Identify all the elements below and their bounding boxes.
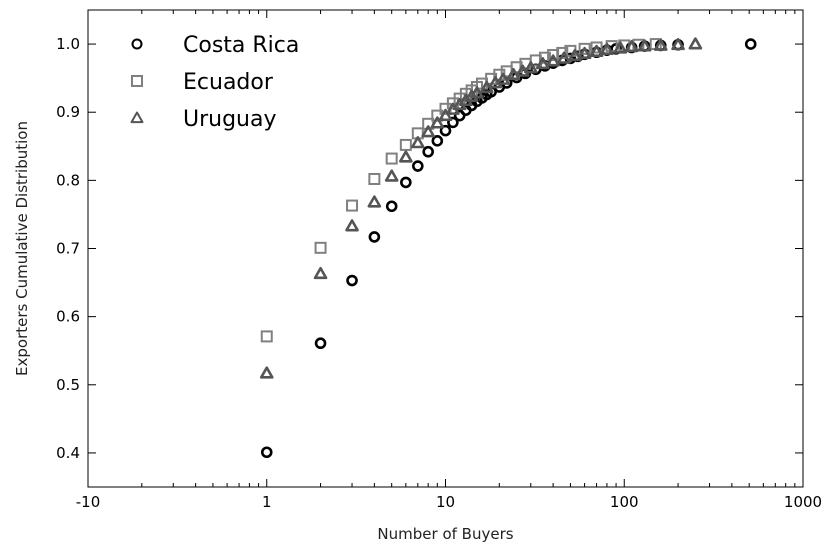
point-ecuador: [368, 172, 381, 185]
point-costa-rica: [431, 135, 444, 147]
point-uruguay: [653, 38, 668, 51]
point-costa-rica: [744, 38, 757, 50]
point-costa-rica: [346, 274, 358, 287]
point-uruguay: [637, 39, 652, 52]
legend-marker-uruguay: [130, 111, 144, 124]
point-uruguay: [557, 51, 571, 64]
point-costa-rica: [447, 116, 459, 129]
point-uruguay: [367, 195, 382, 208]
point-costa-rica: [400, 176, 412, 189]
point-uruguay: [613, 41, 628, 54]
point-ecuador: [314, 241, 327, 254]
point-uruguay: [624, 39, 639, 53]
series-uruguay: [259, 37, 703, 379]
point-uruguay: [568, 48, 582, 62]
y-tick-label: 0.5: [56, 376, 80, 394]
ticks-layer: -10 1 10 100 1000 0.4 0.5 0.6 0.7 0.8 0.9 1.0: [56, 10, 822, 511]
x-tick-label: 10: [436, 493, 455, 511]
point-uruguay: [523, 61, 538, 74]
point-uruguay: [464, 89, 479, 102]
point-costa-rica: [314, 337, 327, 350]
point-uruguay: [589, 44, 604, 57]
point-uruguay: [438, 108, 453, 122]
legend-label-uruguay: Uruguay: [183, 107, 277, 132]
point-costa-rica: [422, 145, 434, 158]
y-tick-label: 0.4: [56, 444, 80, 462]
legend-label-costa-rica: Costa Rica: [183, 33, 299, 58]
point-uruguay: [399, 150, 413, 163]
legend-marker-costa-rica: [131, 38, 143, 50]
y-tick-label: 0.6: [56, 308, 80, 326]
y-tick-label: 0.9: [56, 103, 80, 121]
x-tick-label: 100: [610, 493, 639, 511]
point-uruguay: [688, 37, 703, 50]
plot-frame: [87, 9, 804, 488]
x-tick-label: 1: [262, 493, 272, 511]
point-uruguay: [421, 125, 435, 138]
point-uruguay: [430, 116, 445, 129]
point-costa-rica: [412, 160, 424, 172]
point-ecuador: [399, 138, 412, 151]
x-tick-label: -10: [76, 493, 101, 511]
point-costa-rica: [260, 446, 273, 459]
legend-label-ecuador: Ecuador: [183, 70, 274, 95]
x-tick-label: 1000: [784, 493, 822, 511]
point-ecuador: [578, 42, 591, 55]
y-axis-label: Exporters Cumulative Distribution: [13, 121, 31, 376]
point-costa-rica: [385, 200, 398, 213]
point-uruguay: [546, 54, 560, 67]
legend-marker-ecuador: [131, 75, 143, 87]
point-uruguay: [313, 266, 328, 280]
point-ecuador: [385, 152, 398, 165]
point-uruguay: [535, 57, 550, 70]
point-uruguay: [470, 86, 484, 99]
points-layer: [259, 37, 757, 459]
point-uruguay: [411, 136, 425, 149]
y-tick-label: 0.7: [56, 240, 80, 258]
point-ecuador: [590, 41, 603, 54]
point-costa-rica: [439, 124, 452, 137]
series-costa-rica: [260, 38, 757, 459]
point-uruguay: [259, 366, 274, 379]
series-ecuador: [260, 38, 662, 343]
legend: Costa Rica Ecuador Uruguay: [130, 33, 299, 132]
y-tick-label: 1.0: [56, 35, 80, 53]
point-costa-rica: [368, 231, 381, 243]
point-ecuador: [260, 330, 273, 343]
y-tick-label: 0.8: [56, 171, 80, 189]
point-uruguay: [671, 37, 685, 51]
point-uruguay: [506, 67, 521, 81]
point-ecuador: [346, 199, 359, 212]
point-uruguay: [600, 42, 614, 55]
x-axis-label: Number of Buyers: [377, 525, 513, 543]
point-uruguay: [345, 219, 359, 232]
point-uruguay: [496, 72, 510, 85]
point-uruguay: [384, 169, 399, 182]
point-uruguay: [577, 46, 592, 60]
